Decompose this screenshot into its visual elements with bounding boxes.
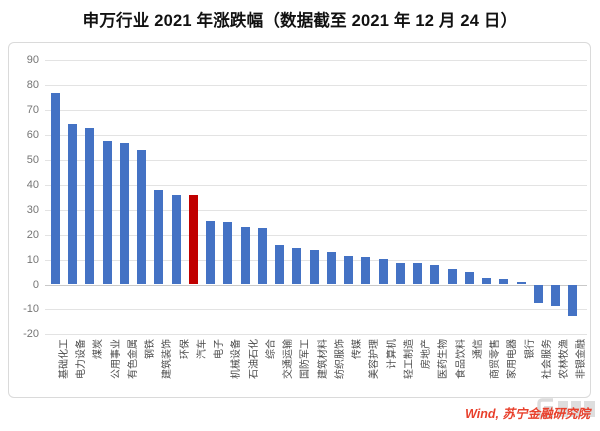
x-axis-category-label: 公用事业 xyxy=(110,339,122,379)
bar xyxy=(395,262,405,285)
bar xyxy=(154,189,164,285)
x-axis-category-label: 非银金融 xyxy=(576,339,588,379)
bar xyxy=(275,245,285,285)
y-axis-tick-label: 90 xyxy=(26,54,39,67)
gridline xyxy=(45,334,587,336)
bar xyxy=(171,194,181,285)
gridline xyxy=(45,209,587,211)
bar xyxy=(413,263,423,285)
x-axis-category-label: 轻工制造 xyxy=(403,339,415,379)
x-axis-category-label: 煤炭 xyxy=(93,339,105,359)
x-axis-category-label: 钢铁 xyxy=(145,339,157,359)
gridline xyxy=(45,110,587,112)
y-axis-tick-label: 10 xyxy=(26,253,39,266)
x-axis-category-label: 机械设备 xyxy=(231,339,243,379)
x-axis-category-label: 美容护理 xyxy=(369,339,381,379)
x-axis-category-label: 医药生物 xyxy=(438,339,450,379)
x-axis-category-label: 电力设备 xyxy=(76,339,88,379)
y-axis-tick-label: 40 xyxy=(26,178,39,191)
x-axis-category-label: 汽车 xyxy=(196,339,208,359)
x-axis-category-label: 房地产 xyxy=(421,339,433,369)
zero-axis-line xyxy=(45,284,587,286)
y-axis-tick-label: -20 xyxy=(23,328,39,341)
bar xyxy=(68,123,78,285)
y-axis-tick-label: 20 xyxy=(26,228,39,241)
bar xyxy=(188,195,198,285)
x-axis-category-label: 计算机 xyxy=(386,339,398,369)
x-axis-category-label: 银行 xyxy=(524,339,536,359)
x-axis-category-label: 综合 xyxy=(265,339,277,359)
bar xyxy=(206,221,216,285)
x-axis-category-label: 食品饮料 xyxy=(455,339,467,379)
bar xyxy=(533,284,543,304)
x-axis-category-label: 商贸零售 xyxy=(490,339,502,379)
source-attribution: Wind, 苏宁金融研究院 xyxy=(465,407,590,421)
y-axis-tick-label: 60 xyxy=(26,129,39,142)
gridline xyxy=(45,160,587,161)
bar xyxy=(482,277,492,285)
x-axis-category-label: 传媒 xyxy=(352,339,364,359)
chart-panel: 90 80 70 60 50 40 30 20 10 0 -10 -20 基础化工 电力设备 煤炭 公用事业有… xyxy=(8,42,591,398)
bar xyxy=(344,255,354,285)
x-axis-category-label: 建筑装饰 xyxy=(162,339,174,379)
bar-chart: 90 80 70 60 50 40 30 20 10 0 -10 -20 基础化工 电力设备 煤炭 公用事业有… xyxy=(9,43,590,397)
x-axis-category-label: 基础化工 xyxy=(58,339,70,379)
bar xyxy=(240,227,250,285)
bar xyxy=(85,127,95,285)
x-axis-category-label: 建筑材料 xyxy=(317,339,329,379)
y-axis-tick-label: 30 xyxy=(26,203,39,216)
bar xyxy=(119,142,129,285)
bar xyxy=(137,150,147,285)
bar xyxy=(309,249,319,285)
y-axis-tick-label: 50 xyxy=(26,154,39,166)
y-axis-tick-label: 70 xyxy=(26,104,39,117)
bar xyxy=(257,228,267,285)
bar xyxy=(447,269,457,285)
bar xyxy=(568,284,578,317)
gridline xyxy=(45,184,587,186)
bar xyxy=(378,259,388,285)
gridline xyxy=(45,135,587,137)
y-axis-tick-label: 80 xyxy=(26,79,39,92)
bar xyxy=(430,265,440,285)
gridline xyxy=(45,85,587,87)
x-axis-category-label: 电子 xyxy=(214,339,226,359)
x-axis-category-label: 石油石化 xyxy=(248,339,260,379)
x-axis-category-label: 有色金属 xyxy=(127,339,139,379)
gridline xyxy=(45,234,587,236)
chart-title: 申万行业 2021 年涨跌幅（数据截至 2021 年 12 月 24 日） xyxy=(82,12,518,30)
bar xyxy=(464,271,474,285)
bar xyxy=(223,221,233,285)
x-axis-category-label: 社会服务 xyxy=(541,339,553,379)
bar xyxy=(361,257,371,285)
bar xyxy=(50,92,60,285)
bar xyxy=(326,251,336,285)
gridline xyxy=(45,309,587,311)
bar xyxy=(516,281,526,285)
gridline xyxy=(45,60,587,62)
bar xyxy=(292,247,302,285)
bar xyxy=(551,284,561,307)
x-axis-category-label: 交通运输 xyxy=(283,339,295,379)
x-axis-category-label: 纺织服饰 xyxy=(334,339,346,379)
x-axis-category-label: 农林牧渔 xyxy=(559,339,571,379)
bar xyxy=(102,141,112,285)
x-axis-category-label: 国防军工 xyxy=(300,339,312,379)
x-axis-category-label: 通信 xyxy=(472,339,484,359)
bar xyxy=(499,278,509,285)
x-axis-category-label: 家用电器 xyxy=(507,339,519,379)
y-axis-tick-label: 0 xyxy=(32,278,39,291)
x-axis-category-label: 环保 xyxy=(179,339,191,359)
watermark-logo xyxy=(537,398,595,418)
y-axis-tick-label: -10 xyxy=(23,303,39,316)
